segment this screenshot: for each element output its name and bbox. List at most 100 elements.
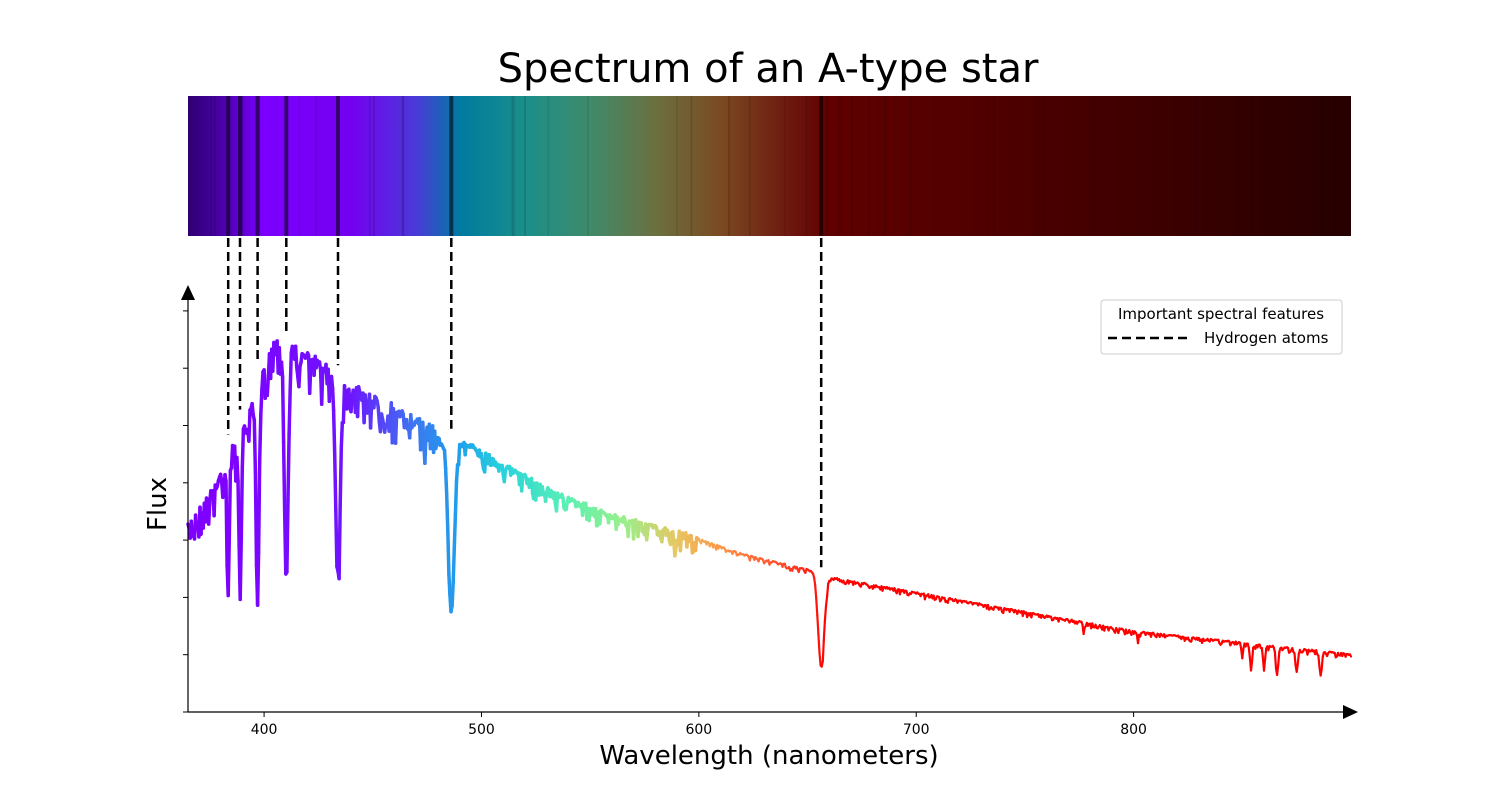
- spectrum-segment: [812, 576, 817, 587]
- spectrum-segment: [349, 396, 354, 414]
- spectrum-segment: [206, 501, 212, 526]
- band-fine-line: [241, 96, 244, 236]
- spectrum-segment: [255, 550, 261, 607]
- band-absorption-line: [255, 96, 260, 236]
- spectrum-segment: [822, 619, 827, 642]
- band-fine-line: [784, 96, 786, 236]
- spectrum-segment: [447, 572, 452, 597]
- band-fine-line: [1195, 96, 1198, 236]
- spectrum-segment: [330, 386, 336, 412]
- band-fine-line: [825, 96, 828, 236]
- spectrum-segment: [1250, 646, 1255, 663]
- spectrum-segment: [1247, 646, 1252, 659]
- spectrum-segment: [1296, 652, 1300, 666]
- spectrum-segment: [247, 408, 252, 443]
- spectrum-segment: [224, 479, 229, 568]
- band-fine-line: [241, 96, 243, 236]
- spectrum-segment: [239, 465, 245, 539]
- spectrum-segment: [456, 442, 462, 467]
- band-fine-line: [1334, 96, 1336, 236]
- band-fine-line: [373, 96, 375, 236]
- band-fine-line: [315, 96, 317, 236]
- band-fine-line: [401, 96, 404, 236]
- spectrum-segment: [376, 405, 382, 424]
- band-fine-line: [513, 96, 515, 236]
- spectrum-segment: [265, 373, 271, 398]
- spectrum-segment: [660, 528, 665, 544]
- spectrum-band-absorption-lines: [210, 96, 1336, 236]
- spectrum-band: [188, 96, 1351, 236]
- spectrum-segment: [252, 418, 258, 474]
- band-absorption-line: [238, 96, 242, 236]
- spectrum-segment: [814, 584, 818, 600]
- band-fine-line: [909, 96, 912, 236]
- spectrum-segment: [259, 387, 264, 417]
- spectrum-segment: [444, 493, 450, 532]
- spectrum-segment: [256, 458, 262, 555]
- spectrum-segment: [626, 519, 632, 539]
- spectrum-segment: [226, 535, 232, 598]
- band-absorption-line: [449, 96, 454, 236]
- spectrum-segment: [280, 375, 286, 444]
- spectrum-segment: [1260, 646, 1265, 661]
- y-ticks: [183, 310, 188, 713]
- spectrum-segment: [393, 410, 399, 445]
- spectrum-segment: [454, 463, 460, 484]
- spectrum-segment: [279, 360, 285, 380]
- band-absorption-line: [226, 96, 231, 236]
- spectrum-segment: [212, 483, 217, 518]
- spectrum-segment: [236, 478, 241, 547]
- spectrum-segment: [1275, 663, 1280, 677]
- band-fine-line: [524, 96, 526, 236]
- band-fine-line: [587, 96, 589, 236]
- spectrum-segment: [442, 448, 448, 470]
- band-fine-line: [805, 96, 808, 236]
- band-fine-line: [1320, 96, 1322, 236]
- spectrum-segment: [297, 364, 302, 389]
- spectrum-segment: [817, 632, 821, 654]
- x-ticks: 400 500 600 700 800: [251, 712, 1147, 738]
- chart-title: Spectrum of an A-type star: [498, 46, 1039, 92]
- spectrum-segment: [281, 440, 287, 516]
- band-fine-line: [676, 96, 678, 236]
- spectrum-segment: [823, 604, 828, 622]
- band-fine-line: [883, 96, 886, 236]
- spectrum-segment: [1317, 654, 1321, 669]
- spectrum-segment: [250, 401, 255, 417]
- spectrum-segment: [421, 420, 426, 448]
- x-tick-label: 600: [685, 722, 712, 738]
- spectrum-segment: [453, 479, 459, 517]
- legend-box: [1100, 299, 1343, 355]
- band-fine-line: [819, 96, 821, 236]
- hydrogen-feature-lines: [226, 238, 823, 568]
- band-fine-line: [986, 96, 989, 236]
- spectrum-segment: [818, 651, 822, 667]
- spectrum-segment: [227, 468, 233, 540]
- band-fine-line: [210, 96, 213, 236]
- spectrum-segment: [825, 582, 830, 598]
- band-fine-line: [868, 96, 870, 236]
- x-axis-label: Wavelength (nanometers): [599, 741, 938, 771]
- spectrum-segment: [1249, 659, 1254, 672]
- spectrum-segment: [502, 468, 508, 484]
- spectrum-segment: [1293, 652, 1297, 667]
- spectrum-segment: [451, 545, 457, 584]
- spectrum-trace: [186, 339, 1353, 677]
- spectrum-segment: [816, 614, 820, 636]
- spectrum-segment: [293, 344, 299, 369]
- band-fine-line: [728, 96, 730, 236]
- x-axis-arrow-icon: [1343, 705, 1358, 719]
- band-fine-line: [402, 96, 405, 236]
- spectrum-segment: [238, 534, 244, 602]
- band-fine-line: [690, 96, 693, 236]
- spectrum-segment: [253, 470, 259, 567]
- band-fine-line: [1250, 96, 1253, 236]
- spectrum-segment: [240, 427, 246, 470]
- spectrum-segment: [631, 521, 637, 541]
- spectrum-segment: [286, 432, 291, 502]
- spectrum-segment: [337, 503, 342, 581]
- spectrum-segment: [824, 595, 829, 608]
- y-axis-label: Flux: [143, 477, 173, 531]
- spectrum-segment: [342, 383, 348, 406]
